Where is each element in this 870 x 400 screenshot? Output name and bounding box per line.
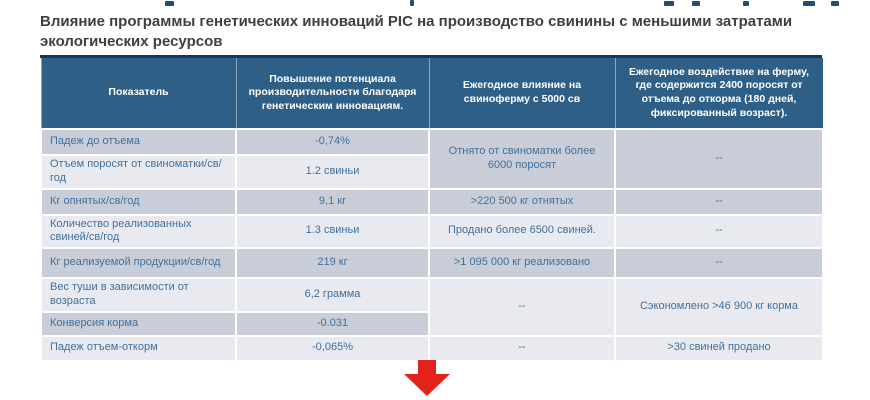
farm5000-cell: >1 095 000 кг реализовано <box>428 247 616 279</box>
farm5000-cell: Продано более 6500 свиней. <box>428 213 616 249</box>
table-row: Падеж отъем-откорм -0,065% -- >30 свиней… <box>40 334 824 362</box>
farm2400-cell: -- <box>614 213 824 249</box>
table-row: Кг реализуемой продукции/св/год 219 кг >… <box>40 247 824 279</box>
potential-cell: -0.031 <box>235 310 430 337</box>
table-row: Конверсия корма -0.031 <box>40 310 823 337</box>
farm2400-cell: -- <box>614 247 824 279</box>
farm5000-cell: Отнято от свиноматки более 6000 поросят <box>428 128 616 190</box>
potential-cell: -0,065% <box>235 334 430 362</box>
potential-cell: 219 кг <box>235 247 430 279</box>
farm2400-cell: Сэкономлено >46 900 кг корма <box>614 277 824 337</box>
clipped-heading-fragment <box>692 1 700 6</box>
indicator-cell: Конверсия корма <box>40 310 237 337</box>
header-farm5000: Ежегодное влияние на свиноферму с 5000 с… <box>428 58 616 130</box>
indicator-cell: Падеж до отъема <box>40 128 237 156</box>
farm2400-cell: >30 свиней продано <box>614 334 824 362</box>
indicator-cell: Падеж отъем-откорм <box>40 334 237 362</box>
clipped-heading-fragment <box>831 1 839 6</box>
table-row: Падеж до отъема -0,74% Отнято от свинома… <box>40 128 824 190</box>
potential-cell: 6,2 грамма <box>235 277 430 313</box>
potential-cell: 1.2 свиньи <box>235 154 430 190</box>
clipped-heading-fragment <box>743 1 749 6</box>
table-row: Вес туши в зависимости от возраста 6,2 г… <box>40 277 824 337</box>
header-potential: Повышение потенциала производительности … <box>235 58 430 130</box>
header-farm2400: Ежегодное воздействие на ферму, где соде… <box>614 58 824 130</box>
table-row: Отъем поросят от свиноматки/св/год 1.2 с… <box>40 154 823 190</box>
potential-cell: 1.3 свиньи <box>235 213 430 249</box>
down-arrow-icon <box>404 360 450 396</box>
impact-table: Показатель Повышение потенциала производ… <box>40 58 824 362</box>
clipped-heading-fragment <box>410 0 414 6</box>
farm5000-cell: -- <box>428 334 616 362</box>
page-title: Влияние программы генетических инноваций… <box>40 13 793 51</box>
table-row: Кг опнятых/св/год 9,1 кг >220 500 кг отн… <box>40 187 824 216</box>
table-top-border <box>40 55 822 58</box>
indicator-cell: Вес туши в зависимости от возраста <box>40 277 237 313</box>
farm5000-cell: >220 500 кг отнятых <box>428 187 616 216</box>
potential-cell: 9,1 кг <box>235 187 430 216</box>
clipped-heading-fragment <box>165 1 174 6</box>
farm2400-cell: -- <box>614 128 824 190</box>
indicator-cell: Кг опнятых/св/год <box>40 187 237 216</box>
clipped-heading-fragment <box>803 1 815 6</box>
potential-cell: -0,74% <box>235 128 430 156</box>
table-header-row: Показатель Повышение потенциала производ… <box>40 58 824 130</box>
farm2400-cell: -- <box>614 187 824 216</box>
indicator-cell: Количество реализованных свиней/св/год <box>40 213 237 249</box>
farm5000-cell: -- <box>428 277 616 337</box>
indicator-cell: Отъем поросят от свиноматки/св/год <box>40 154 237 190</box>
indicator-cell: Кг реализуемой продукции/св/год <box>40 247 237 279</box>
header-indicator: Показатель <box>40 58 237 130</box>
table-row: Количество реализованных свиней/св/год 1… <box>40 213 824 249</box>
clipped-heading-fragment <box>664 1 674 6</box>
